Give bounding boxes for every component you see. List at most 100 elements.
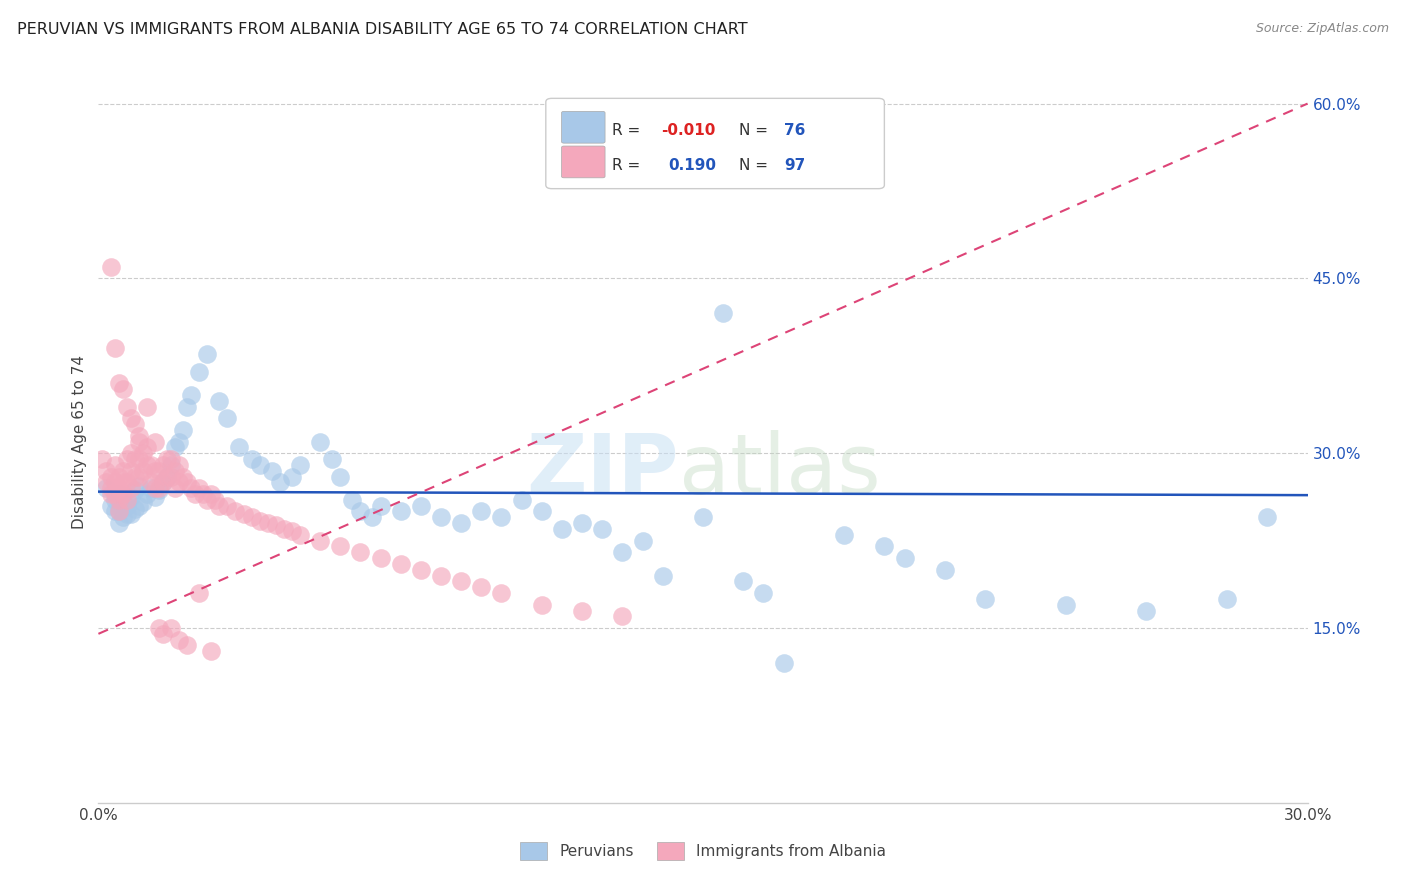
Point <box>370 551 392 566</box>
Point <box>120 446 142 460</box>
Point <box>103 475 125 490</box>
FancyBboxPatch shape <box>546 98 884 189</box>
FancyBboxPatch shape <box>561 112 605 143</box>
Point <box>148 621 170 635</box>
Point <box>232 507 254 521</box>
Point <box>204 492 226 507</box>
Point <box>148 483 170 498</box>
Text: N =: N = <box>740 123 773 138</box>
Point <box>124 502 146 516</box>
Point <box>139 458 162 472</box>
Point <box>361 510 384 524</box>
Point <box>752 586 775 600</box>
Text: atlas: atlas <box>679 430 880 511</box>
Point <box>470 580 492 594</box>
Point <box>124 469 146 483</box>
Point <box>143 464 166 478</box>
Point <box>156 469 179 483</box>
Point <box>107 469 129 483</box>
Point <box>491 510 513 524</box>
Point <box>103 504 125 518</box>
Point <box>107 504 129 518</box>
Point <box>249 458 271 472</box>
Point <box>124 417 146 431</box>
Point <box>240 452 263 467</box>
Point <box>128 479 150 493</box>
Point <box>711 306 734 320</box>
Text: R =: R = <box>613 158 645 173</box>
Point <box>176 639 198 653</box>
Point <box>309 434 332 449</box>
Point <box>591 522 613 536</box>
Point <box>176 400 198 414</box>
Point <box>612 545 634 559</box>
Point <box>120 411 142 425</box>
Point <box>832 528 855 542</box>
Point <box>430 510 453 524</box>
Point <box>128 434 150 449</box>
Point <box>132 495 155 509</box>
Point <box>152 475 174 490</box>
Point <box>370 499 392 513</box>
Point <box>132 446 155 460</box>
Point <box>651 568 673 582</box>
Y-axis label: Disability Age 65 to 74: Disability Age 65 to 74 <box>72 354 87 529</box>
Point <box>180 388 202 402</box>
Point <box>120 464 142 478</box>
Point <box>172 423 194 437</box>
Point <box>111 510 134 524</box>
Point <box>612 609 634 624</box>
Point <box>772 656 794 670</box>
Point <box>733 574 755 589</box>
Point <box>195 347 218 361</box>
Point <box>107 481 129 495</box>
Point <box>167 632 190 647</box>
Point <box>143 491 166 505</box>
Point <box>143 434 166 449</box>
Point <box>100 260 122 274</box>
Point <box>180 481 202 495</box>
Point <box>152 627 174 641</box>
Point <box>349 504 371 518</box>
Point <box>103 492 125 507</box>
Point <box>200 487 222 501</box>
Point <box>100 481 122 495</box>
Point <box>176 475 198 490</box>
Point <box>974 591 997 606</box>
Point <box>107 376 129 391</box>
Point <box>100 499 122 513</box>
Text: -0.010: -0.010 <box>661 123 716 138</box>
Point <box>184 487 207 501</box>
Point <box>188 586 211 600</box>
Point <box>389 557 412 571</box>
Point <box>115 475 138 490</box>
Text: R =: R = <box>613 123 645 138</box>
Point <box>160 469 183 483</box>
Point <box>321 452 343 467</box>
Point <box>163 481 186 495</box>
Point <box>156 452 179 467</box>
Point <box>163 441 186 455</box>
Point <box>152 458 174 472</box>
Point <box>224 504 246 518</box>
Point <box>96 475 118 490</box>
Point <box>128 469 150 483</box>
Point <box>309 533 332 548</box>
Legend: Peruvians, Immigrants from Albania: Peruvians, Immigrants from Albania <box>512 835 894 867</box>
Point <box>631 533 654 548</box>
Point <box>100 469 122 483</box>
Text: Source: ZipAtlas.com: Source: ZipAtlas.com <box>1256 22 1389 36</box>
Point <box>288 458 311 472</box>
Point <box>135 441 157 455</box>
Point <box>107 492 129 507</box>
Point <box>152 475 174 490</box>
Point <box>100 487 122 501</box>
Point <box>103 458 125 472</box>
Point <box>96 464 118 478</box>
Point <box>329 540 352 554</box>
Point <box>103 341 125 355</box>
Point <box>128 499 150 513</box>
Point <box>120 491 142 505</box>
Point <box>143 481 166 495</box>
Point <box>491 586 513 600</box>
